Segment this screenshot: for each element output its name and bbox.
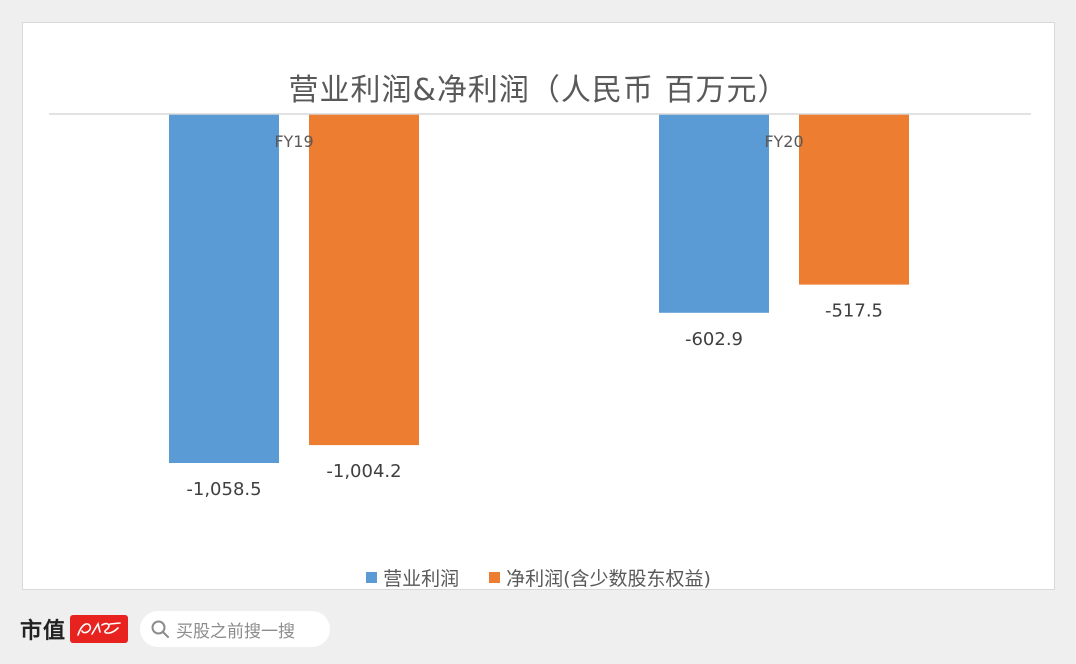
bar-fy20-series-1 [659,114,769,313]
data-label: -517.5 [825,301,883,322]
data-label: -1,004.2 [326,461,401,482]
footer-bar: 市值 买股之前搜一搜 [20,610,331,648]
legend-entry-2: 净利润(含少数股东权益) [489,564,711,591]
legend-label: 净利润(含少数股东权益) [506,568,711,590]
legend-swatch [489,572,501,583]
chart-title: 营业利润&净利润（人民币 百万元） [288,73,789,108]
legend-swatch [366,572,378,583]
legend-label: 营业利润 [383,568,460,590]
bar-fy19-series-1 [169,114,279,463]
chart-legend: 营业利润 净利润(含少数股东权益) [23,564,1054,591]
category-label-fy20: FY20 [764,132,803,151]
chart-panel: 营业利润&净利润（人民币 百万元） -1,058.5 -602.9 -1,004.2… [22,22,1055,590]
data-label: -1,058.5 [186,479,261,500]
search-placeholder: 买股之前搜一搜 [176,621,296,642]
bar-fy20-series-2 [799,114,909,285]
search-box[interactable]: 买股之前搜一搜 [140,611,331,647]
brand-script-logo [77,621,121,636]
bar-chart: -1,058.5 -602.9 -1,004.2 -517.5 FY19 FY20 [49,113,1031,500]
search-icon [151,620,170,638]
category-label-fy19: FY19 [274,132,313,151]
legend-entry-1: 营业利润 [366,564,459,591]
bar-fy19-series-2 [309,114,419,446]
brand-logo-badge [70,615,129,643]
brand-name: 市值 [20,619,67,644]
data-label: -602.9 [685,329,743,350]
